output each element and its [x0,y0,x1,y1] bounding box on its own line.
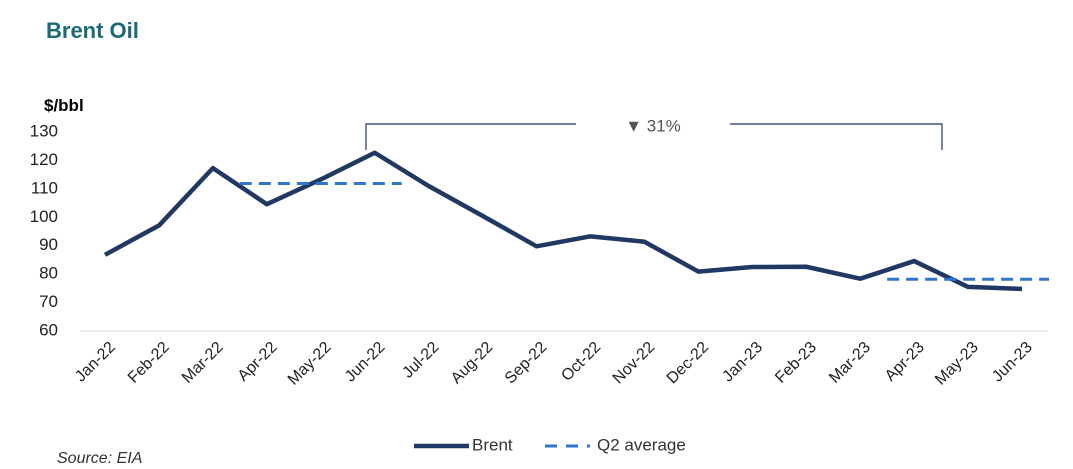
source: Source: EIA [57,450,142,467]
bracket [365,123,943,150]
chart-title: Brent Oil [46,18,139,43]
y-axis-label: $/bbl [44,96,84,115]
data-line [103,150,1023,292]
annotation: ▼ 31% [625,116,681,135]
legend-label: Q2 average [597,435,686,454]
y-tick-label: 130 [30,121,58,140]
y-tick-label: 100 [30,207,58,226]
legend-label: Brent [472,435,513,454]
y-tick-label: 70 [39,292,58,311]
y-tick-label: 90 [39,235,58,254]
y-tick-label: 120 [30,150,58,169]
y-tick-label: 80 [39,264,58,283]
y-tick-label: 110 [31,178,58,197]
y-tick-label: 60 [39,320,58,339]
